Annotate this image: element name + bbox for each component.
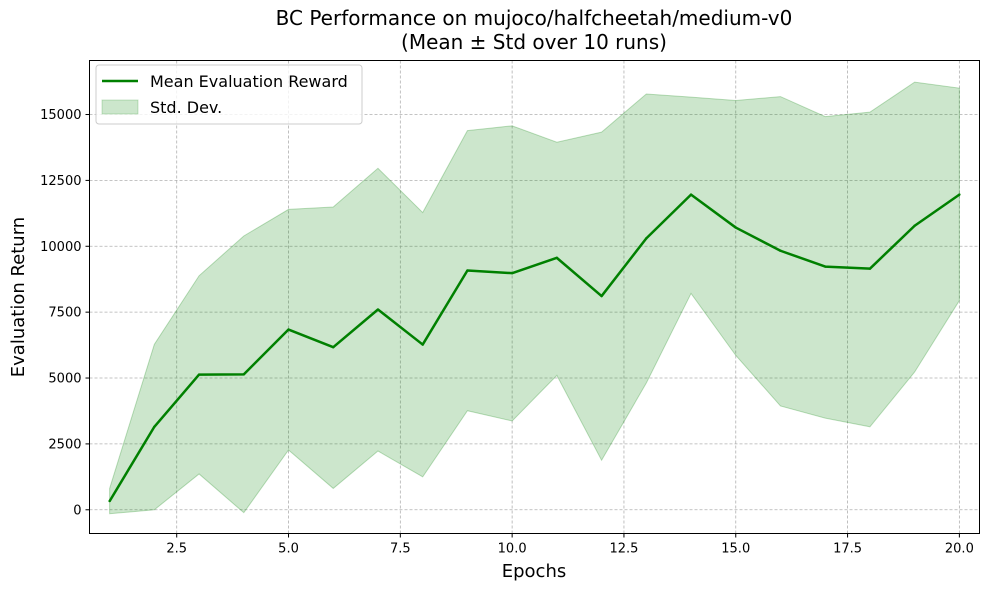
plot-frame [89, 60, 980, 534]
mean-reward-point [108, 499, 111, 503]
y-tick-label: 0 [73, 503, 81, 518]
y-tick-label: 7500 [48, 306, 81, 321]
legend-mean-label: Mean Evaluation Reward [150, 72, 348, 91]
y-axis-label: Evaluation Return [8, 217, 29, 377]
mean-reward-point [287, 328, 290, 331]
y-tick-label: 2500 [48, 437, 81, 452]
mean-reward-point [868, 267, 872, 270]
mean-reward-point [734, 226, 737, 229]
mean-reward-point [824, 265, 827, 268]
y-tick-label: 10000 [40, 240, 81, 255]
y-axis: 0 2500 5000 7500 10000 12500 15000 [40, 108, 90, 518]
mean-reward-point [510, 271, 514, 275]
mean-reward-point [376, 308, 380, 311]
x-tick-label: 17.5 [833, 542, 862, 557]
mean-reward-point [242, 373, 245, 376]
grid [89, 60, 980, 534]
x-tick-label: 2.5 [166, 542, 187, 557]
y-tick-label: 12500 [40, 174, 81, 189]
mean-reward-line [108, 193, 961, 502]
mean-reward-point [689, 193, 693, 196]
legend-band-swatch [101, 99, 139, 115]
mean-reward-point [421, 343, 424, 346]
chart-title: BC Performance on mujoco/halfcheetah/med… [276, 6, 793, 30]
x-tick-label: 15.0 [721, 542, 750, 557]
mean-reward-point [600, 294, 603, 298]
mean-reward-point [913, 224, 916, 227]
legend: Mean Evaluation Reward Std. Dev. [95, 64, 363, 125]
x-tick-label: 7.5 [390, 542, 411, 557]
x-tick-label: 5.0 [278, 542, 299, 557]
std-band [109, 81, 960, 515]
mean-reward-point [645, 237, 648, 240]
mean-reward-point [555, 256, 559, 260]
chart-subtitle: (Mean ± Std over 10 runs) [401, 30, 667, 54]
series-layer [108, 193, 961, 502]
std-band-layer [109, 81, 960, 515]
mean-reward-point [958, 193, 961, 196]
mean-reward-point [466, 269, 469, 272]
legend-std-label: Std. Dev. [150, 98, 222, 117]
x-tick-label: 10.0 [498, 542, 527, 557]
mean-reward-point [153, 425, 156, 428]
mean-reward-point [779, 249, 782, 252]
points-layer [108, 193, 961, 503]
mean-reward-point [332, 345, 335, 349]
mean-reward-point [197, 373, 201, 376]
x-tick-label: 12.5 [609, 542, 638, 557]
x-tick-label: 20.0 [945, 542, 974, 557]
legend-box [95, 64, 363, 125]
x-axis: 2.5 5.0 7.5 10.0 12.5 15.0 17.5 20.0 [166, 533, 974, 557]
x-axis-label: Epochs [502, 561, 567, 582]
y-tick-label: 15000 [40, 108, 81, 123]
y-tick-label: 5000 [48, 372, 81, 387]
